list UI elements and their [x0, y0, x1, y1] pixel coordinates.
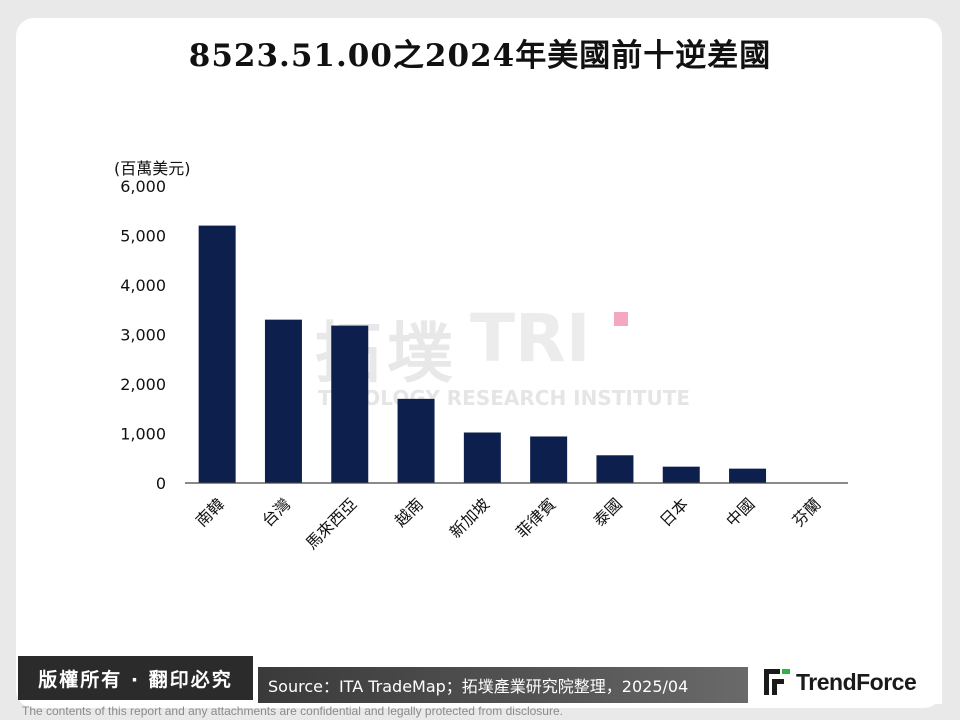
x-tick-label: 日本 — [656, 494, 692, 530]
bar-5 — [530, 436, 568, 483]
source-note: Source：ITA TradeMap；拓墣產業研究院整理，2025/04 — [258, 667, 748, 703]
bar-7 — [662, 466, 700, 483]
slide-card — [16, 18, 942, 708]
y-tick-label: 4,000 — [120, 276, 166, 295]
y-tick-label: 1,000 — [120, 425, 166, 444]
y-tick-label: 0 — [156, 474, 166, 493]
copyright-notice: 版權所有 · 翻印必究 — [18, 656, 253, 700]
y-tick-label: 2,000 — [120, 375, 166, 394]
bars — [198, 225, 767, 483]
x-tick-label: 菲律賓 — [512, 494, 559, 541]
bar-2 — [331, 325, 369, 483]
chart-title: 8523.51.00之2024年美國前十逆差國 — [188, 38, 772, 74]
watermark-pink-square — [614, 312, 628, 326]
x-tick-label: 芬蘭 — [789, 494, 825, 530]
x-tick-label: 中國 — [722, 494, 758, 530]
watermark-mark: TRI — [470, 300, 591, 377]
brand-logo: TrendForce — [752, 660, 942, 704]
x-axis-labels: 南韓 台灣 馬來西亞 越南 新加坡 菲律賓 泰國 日本 中國 芬蘭 — [192, 494, 825, 553]
bar-0 — [198, 225, 236, 483]
x-tick-label: 南韓 — [192, 494, 228, 530]
watermark-en: TOPOLOGY RESEARCH INSTITUTE — [318, 386, 691, 410]
x-tick-label: 泰國 — [590, 494, 626, 530]
bar-3 — [397, 398, 435, 483]
bar-8 — [729, 468, 767, 483]
bar-6 — [596, 455, 634, 483]
y-axis-ticks: 0 1,000 2,000 3,000 4,000 5,000 6,000 — [120, 177, 166, 493]
y-tick-label: 6,000 — [120, 177, 166, 196]
x-tick-label: 越南 — [391, 494, 427, 530]
y-tick-label: 3,000 — [120, 326, 166, 345]
trendforce-logo-icon — [764, 669, 790, 695]
bar-1 — [264, 319, 302, 483]
x-tick-label: 新加坡 — [446, 494, 493, 541]
bar-4 — [463, 432, 501, 483]
y-axis-unit-label: (百萬美元) — [114, 159, 191, 178]
x-tick-label: 台灣 — [258, 494, 294, 530]
disclaimer-text: The contents of this report and any atta… — [22, 704, 563, 718]
x-tick-label: 馬來西亞 — [302, 494, 361, 553]
brand-name: TrendForce — [796, 668, 917, 695]
y-tick-label: 5,000 — [120, 227, 166, 246]
